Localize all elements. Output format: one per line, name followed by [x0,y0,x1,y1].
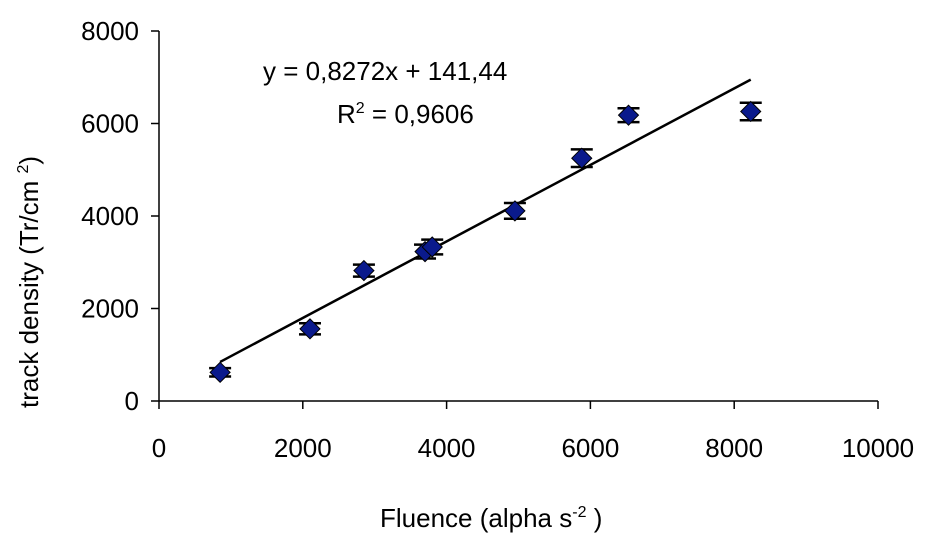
y-tick-label: 4000 [81,201,139,231]
data-point-marker [504,200,526,222]
x-axis-title-text: Fluence (alpha s [380,503,572,533]
x-tick-label: 4000 [418,433,476,463]
data-point-marker [421,236,443,258]
y-axis-title: track density (Tr/cm 2) [14,156,44,408]
y-tick-label: 2000 [81,294,139,324]
y-tick-labels: 0 2000 4000 6000 8000 [81,16,139,416]
data-point-marker [209,361,231,384]
trendline-equation: y = 0,8272x + 141,44 [263,56,507,86]
r-squared-value: = 0,9606 [365,99,474,129]
r-squared-label: R2 = 0,9606 [337,99,474,129]
x-axis-title-close: ) [586,503,602,533]
x-axis-title-superscript: -2 [572,504,586,521]
x-tick-label: 6000 [561,433,619,463]
x-tick-label: 8000 [705,433,763,463]
data-point-marker [299,318,321,340]
data-point-marker [571,147,593,169]
error-bars [209,101,762,378]
x-tick-label: 10000 [842,433,914,463]
x-tick-label: 2000 [274,433,332,463]
data-point-marker [617,104,640,126]
y-axis-title-close: ) [14,156,44,165]
data-points [209,100,762,384]
y-axis-title-superscript: 2 [15,164,32,173]
y-axis-title-text: track density (Tr/cm [14,173,44,408]
y-axis-ticks [151,30,159,402]
x-axis-ticks [158,401,879,409]
x-tick-labels: 0 2000 4000 6000 8000 10000 [152,433,914,463]
r-squared-superscript: 2 [356,100,365,117]
data-point-marker [740,100,762,123]
data-point-marker [353,259,375,282]
y-tick-label: 0 [125,386,139,416]
y-tick-label: 8000 [81,16,139,46]
r-squared-prefix: R [337,99,356,129]
x-axis-title: Fluence (alpha s-2 ) [380,503,602,533]
x-tick-label: 0 [152,433,166,463]
y-tick-label: 6000 [81,109,139,139]
trendline [219,78,752,364]
